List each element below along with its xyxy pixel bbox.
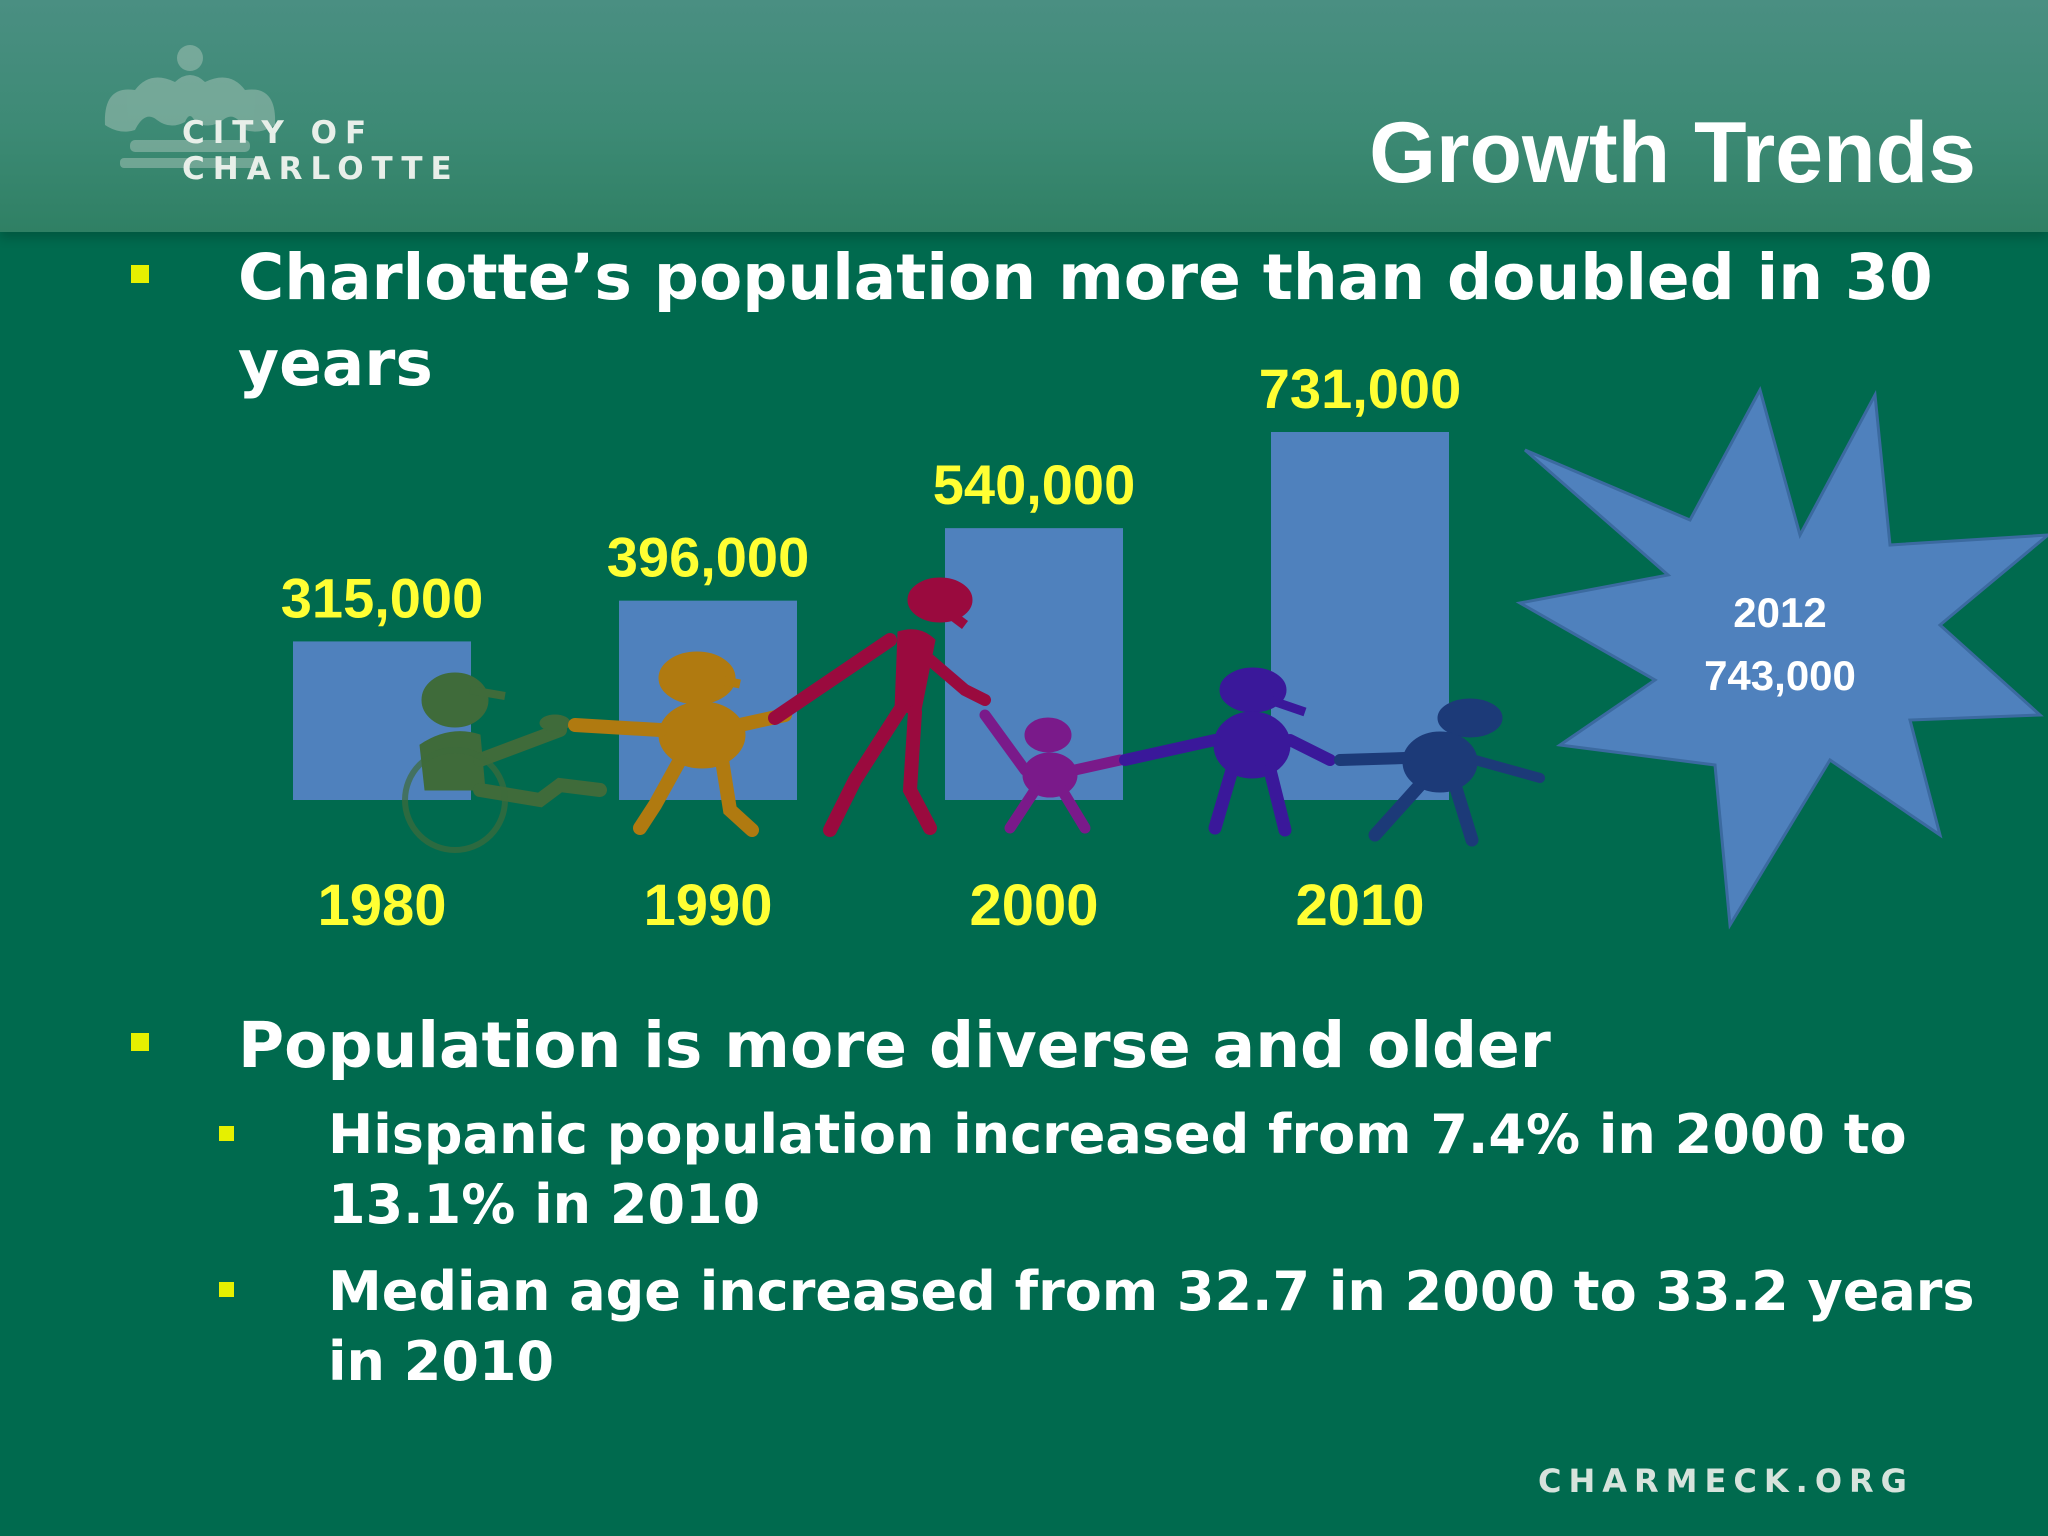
value-label-1990: 396,000 xyxy=(607,526,809,589)
indigo-person-icon xyxy=(1119,667,1336,837)
starburst-value: 743,000 xyxy=(1704,652,1856,699)
category-label-2010: 2010 xyxy=(1295,873,1424,938)
logo-text: CITY OF CHARLOTTE xyxy=(182,115,460,187)
purple-child-icon xyxy=(979,709,1126,834)
bullet-population-doubled: Charlotte’s population more than doubled… xyxy=(238,241,1933,400)
bullet-diverse-older: Population is more diverse and older xyxy=(238,1009,1551,1082)
page-title: Growth Trends xyxy=(1369,105,1976,201)
value-label-2000: 540,000 xyxy=(933,453,1135,516)
value-label-2010: 731,000 xyxy=(1259,357,1461,420)
value-label-1980: 315,000 xyxy=(281,566,483,629)
bullet-marker xyxy=(131,265,149,283)
category-label-1990: 1990 xyxy=(643,873,772,938)
navy-person-icon xyxy=(1334,698,1545,847)
header-band: CITY OF CHARLOTTE Growth Trends xyxy=(0,0,2048,232)
category-label-1980: 1980 xyxy=(317,873,446,938)
city-logo: CITY OF CHARLOTTE xyxy=(95,40,655,190)
crown-logo-icon xyxy=(104,45,276,168)
sub-bullet-hispanic: Hispanic population increased from 7.4% … xyxy=(328,1103,1907,1236)
starburst-shape xyxy=(1515,385,2048,930)
footer-site: CHARMECK.ORG xyxy=(1538,1462,1914,1500)
sub-bullet-marker xyxy=(219,1282,234,1297)
bullet-marker xyxy=(131,1033,149,1051)
category-label-2000: 2000 xyxy=(969,873,1098,938)
sub-bullet-marker xyxy=(219,1126,234,1141)
starburst-2012: 2012 743,000 xyxy=(1515,385,2048,930)
sub-bullet-median-age: Median age increased from 32.7 in 2000 t… xyxy=(328,1260,1975,1393)
starburst-year: 2012 xyxy=(1733,589,1826,636)
maroon-person-icon xyxy=(768,577,991,837)
people-silhouettes xyxy=(402,577,1545,853)
bar-2000 xyxy=(945,528,1123,800)
wheelchair-person-icon xyxy=(402,672,607,853)
